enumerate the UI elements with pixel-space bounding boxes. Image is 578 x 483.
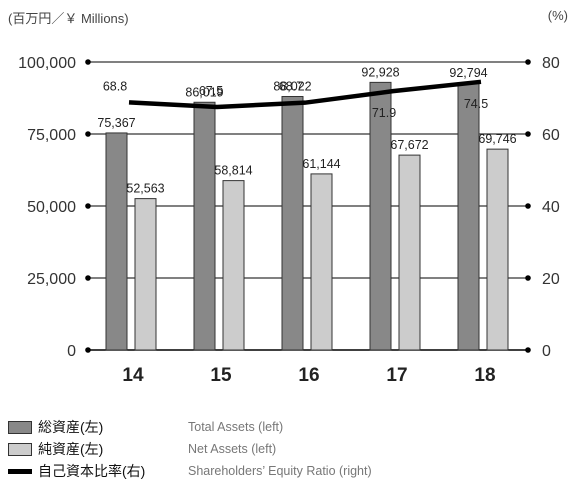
right-tick-dot <box>525 347 531 353</box>
left-tick-label: 25,000 <box>27 271 76 288</box>
total-assets-value-label: 92,928 <box>361 65 399 79</box>
left-tick-dot <box>85 131 91 137</box>
net-assets-bar <box>222 180 245 351</box>
legend-en-label: Shareholders’ Equity Ratio (right) <box>188 464 372 478</box>
equity-ratio-value-label: 74.5 <box>464 97 488 111</box>
x-tick-label: 15 <box>210 365 232 386</box>
legend-jp-label: 純資産(左) <box>38 441 104 457</box>
right-axis-unit: (%) <box>547 8 568 23</box>
equity-ratio-value-label: 68.8 <box>103 79 127 93</box>
total-assets-bar <box>193 101 216 351</box>
right-tick-dot <box>525 131 531 137</box>
right-tick-label: 40 <box>542 199 560 216</box>
net-assets-bar <box>486 148 509 351</box>
left-tick-label: 0 <box>67 343 76 360</box>
right-tick-dot <box>525 203 531 209</box>
x-tick-label: 16 <box>298 365 319 386</box>
total-assets-bar <box>369 81 392 351</box>
net-assets-value-label: 69,746 <box>478 132 516 146</box>
total-assets-value-label: 92,794 <box>449 66 487 80</box>
net-assets-value-label: 67,672 <box>390 138 428 152</box>
left-tick-dot <box>85 347 91 353</box>
left-tick-dot <box>85 203 91 209</box>
left-tick-dot <box>85 275 91 281</box>
net-assets-swatch <box>8 442 32 456</box>
right-tick-dot <box>525 275 531 281</box>
equity-ratio-value-label: 71.9 <box>372 106 396 120</box>
net-assets-bar <box>134 198 157 351</box>
right-tick-label: 20 <box>542 271 560 288</box>
x-tick-label: 18 <box>474 365 495 386</box>
legend-item-equity-ratio: 自己資本比率(右) Shareholders’ Equity Ratio (ri… <box>8 460 372 482</box>
left-tick-dot <box>85 59 91 65</box>
total-assets-bar <box>457 82 480 351</box>
net-assets-value-label: 52,563 <box>126 182 164 196</box>
legend-en-label: Total Assets (left) <box>188 420 284 434</box>
legend-jp-label: 自己資本比率(右) <box>38 463 146 479</box>
legend: 総資産(左) Total Assets (left) 純資産(左) Net As… <box>8 416 372 482</box>
right-tick-label: 80 <box>542 55 560 72</box>
total-assets-value-label: 86,019 <box>185 85 223 99</box>
net-assets-bar <box>398 154 421 351</box>
net-assets-value-label: 58,814 <box>214 164 252 178</box>
legend-en-label: Net Assets (left) <box>188 442 277 456</box>
equity-ratio-value-label: 67.5 <box>199 84 223 98</box>
equity-ratio-line <box>128 79 482 110</box>
x-tick-label: 14 <box>122 365 144 386</box>
net-assets-bar <box>310 173 333 351</box>
bar-line-chart: 0 25,000 50,000 75,000 100,000 0 20 40 60 80 75,36… <box>18 55 560 386</box>
equity-ratio-value-label: 68.7 <box>279 80 303 94</box>
legend-jp-label: 総資産(左) <box>38 419 104 435</box>
left-tick-label: 100,000 <box>18 55 76 72</box>
total-assets-bar <box>281 95 304 351</box>
equity-ratio-swatch <box>8 468 32 474</box>
right-tick-label: 60 <box>542 127 560 144</box>
total-assets-swatch <box>8 420 32 434</box>
left-axis-unit: (百万円／￥ Millions) <box>8 11 129 26</box>
right-tick-dot <box>525 59 531 65</box>
total-assets-value-label: 75,367 <box>97 116 135 130</box>
left-tick-label: 50,000 <box>27 199 76 216</box>
legend-item-net-assets: 純資産(左) Net Assets (left) <box>8 438 372 460</box>
total-assets-value-label: 88,022 <box>273 79 311 93</box>
total-assets-bar <box>105 132 128 351</box>
left-tick-label: 75,000 <box>27 127 76 144</box>
right-tick-label: 0 <box>542 343 551 360</box>
legend-item-total-assets: 総資産(左) Total Assets (left) <box>8 416 372 438</box>
x-tick-label: 17 <box>386 365 407 386</box>
net-assets-value-label: 61,144 <box>302 157 340 171</box>
